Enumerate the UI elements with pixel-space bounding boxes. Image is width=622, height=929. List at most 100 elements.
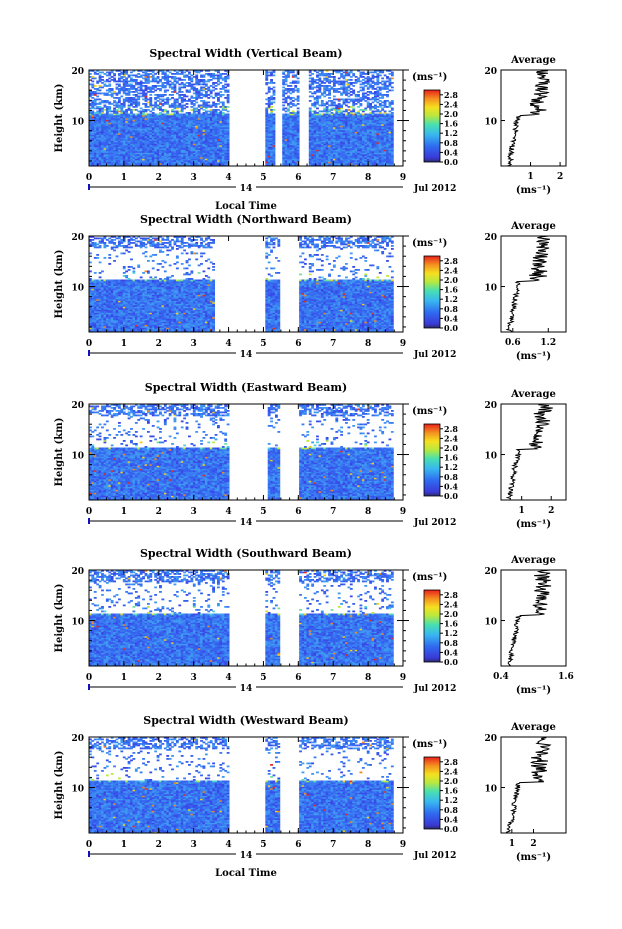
heatmap-cell: [294, 155, 298, 158]
heatmap-cell: [154, 94, 158, 96]
heatmap-cell: [127, 139, 131, 141]
heatmap-cell: [374, 143, 377, 146]
heatmap-cell: [386, 131, 389, 134]
heatmap-cell: [154, 163, 158, 165]
heatmap-cell: [195, 161, 199, 164]
heatmap-cell: [132, 97, 136, 99]
heatmap-cell: [171, 149, 174, 152]
heatmap-cell: [386, 160, 389, 162]
heatmap-cell: [115, 155, 119, 158]
heatmap-cell: [101, 163, 104, 165]
heatmap-cell: [378, 155, 382, 158]
heatmap-cell: [192, 154, 196, 156]
heatmap-cell: [364, 161, 368, 164]
heatmap-cell: [175, 151, 179, 153]
heatmap-cell: [96, 145, 100, 147]
heatmap-cell: [267, 152, 271, 155]
heatmap-cell: [156, 130, 160, 132]
heatmap-cell: [316, 157, 319, 159]
heatmap-cell: [149, 139, 153, 141]
heatmap-cell: [200, 142, 203, 144]
heatmap-cell: [332, 136, 336, 138]
heatmap-cell: [388, 148, 392, 150]
heatmap-cell: [132, 154, 136, 156]
heatmap-cell: [142, 136, 145, 138]
heatmap-cell: [139, 80, 143, 83]
heatmap-cell: [108, 133, 112, 135]
heatmap-cell: [352, 139, 356, 141]
heatmap-cell: [287, 161, 290, 164]
heatmap-cell: [175, 163, 179, 165]
heatmap-cell: [190, 157, 194, 159]
heatmap-cell: [318, 154, 322, 156]
heatmap-cell: [161, 146, 165, 149]
heatmap-cell: [371, 85, 375, 87]
heatmap-cell: [352, 152, 356, 155]
heatmap-cell: [171, 82, 174, 84]
heatmap-cell: [108, 83, 112, 86]
heatmap-cell: [349, 160, 353, 162]
heatmap-cell: [200, 161, 203, 164]
heatmap-cell: [366, 136, 370, 138]
heatmap-cell: [188, 151, 191, 153]
heatmap-cell: [180, 161, 184, 164]
heatmap-cell: [89, 158, 92, 161]
heatmap-cell: [325, 158, 329, 161]
heatmap-cell: [366, 86, 370, 89]
heatmap-cell: [270, 101, 273, 104]
heatmap-cell: [366, 101, 370, 104]
heatmap-cell: [296, 160, 300, 162]
heatmap-cell: [371, 143, 375, 146]
heatmap-cell: [209, 160, 213, 162]
heatmap-cell: [142, 98, 145, 101]
heatmap-cell: [171, 148, 174, 150]
heatmap-cell: [110, 155, 114, 158]
heatmap-cell: [173, 163, 177, 165]
heatmap-cell: [381, 113, 385, 116]
heatmap-cell: [347, 82, 351, 84]
heatmap-cell: [110, 142, 114, 144]
heatmap-cell: [388, 154, 392, 156]
heatmap-cell: [110, 88, 114, 90]
heatmap-cell: [267, 86, 271, 89]
heatmap-cell: [330, 158, 334, 161]
heatmap-cell: [127, 149, 131, 152]
heatmap-cell: [101, 92, 104, 95]
heatmap-cell: [345, 155, 348, 158]
heatmap-cell: [357, 152, 360, 155]
heatmap-cell: [122, 154, 126, 156]
heatmap-cell: [265, 152, 269, 155]
heatmap-cell: [105, 136, 109, 138]
heatmap-cell: [161, 157, 165, 159]
heatmap-cell: [311, 164, 315, 167]
heatmap-cell: [195, 139, 199, 141]
heatmap-cell: [110, 134, 114, 137]
heatmap-cell: [156, 146, 160, 149]
heatmap-cell: [125, 154, 129, 156]
heatmap-cell: [282, 149, 286, 152]
heatmap-cell: [105, 164, 109, 167]
heatmap-cell: [272, 140, 276, 143]
heatmap-cell: [340, 142, 344, 144]
heatmap-cell: [161, 109, 165, 111]
heatmap-cell: [313, 136, 317, 138]
heatmap-cell: [105, 79, 109, 81]
heatmap-cell: [296, 145, 300, 147]
heatmap-cell: [113, 100, 116, 102]
heatmap-cell: [349, 98, 353, 101]
heatmap-cell: [221, 154, 225, 156]
heatmap-cell: [267, 160, 271, 162]
heatmap-cell: [347, 139, 351, 141]
heatmap-cell: [89, 136, 92, 138]
heatmap-cell: [287, 163, 290, 165]
heatmap-cell: [217, 155, 220, 158]
heatmap-cell: [209, 146, 213, 149]
heatmap-cell: [349, 149, 353, 152]
heatmap-cell: [347, 106, 351, 108]
heatmap-cell: [226, 146, 230, 149]
heatmap-cell: [161, 139, 165, 141]
heatmap-cell: [313, 161, 317, 164]
heatmap-cell: [163, 164, 167, 167]
heatmap-cell: [347, 152, 351, 155]
heatmap-cell: [270, 142, 273, 144]
